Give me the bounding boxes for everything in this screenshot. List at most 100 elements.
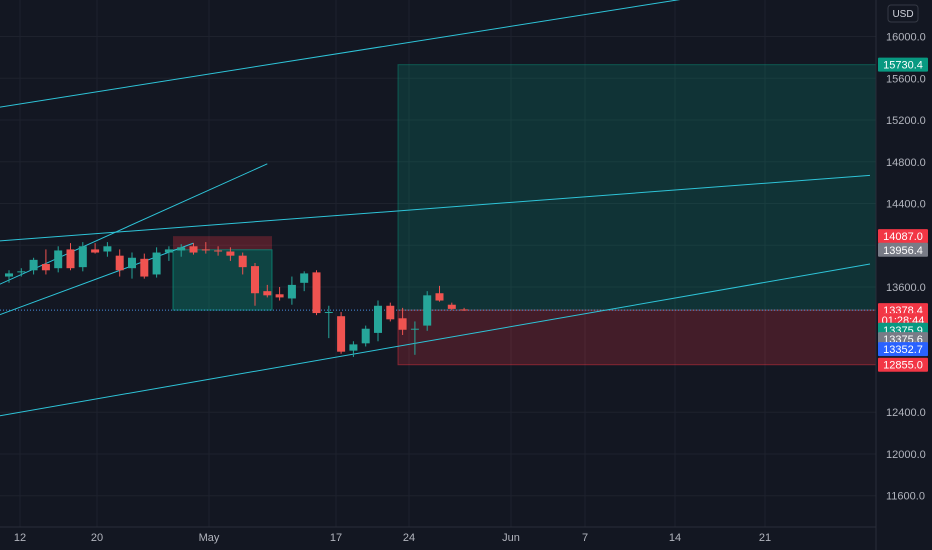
x-tick-label: 21	[759, 532, 771, 544]
candle	[361, 325, 370, 347]
price-tag-background	[878, 357, 928, 372]
candle	[251, 262, 259, 306]
candle-body	[423, 295, 432, 326]
candle-body	[103, 246, 112, 252]
candle-body	[312, 272, 321, 314]
candle	[29, 257, 38, 275]
candle	[337, 312, 346, 354]
candle	[324, 305, 333, 339]
currency-label[interactable]: USD	[887, 4, 919, 23]
y-tick-label: 12400.0	[886, 407, 926, 419]
y-tick-label: 14400.0	[886, 198, 926, 210]
price-tag: 13956.4	[878, 242, 928, 257]
candle	[54, 246, 63, 273]
candle-body	[41, 264, 50, 271]
candle	[349, 341, 358, 357]
currency-text: USD	[892, 9, 913, 20]
candle-body	[374, 305, 382, 333]
price-tag: 14087.0	[878, 229, 928, 244]
y-tick-label: 16000.0	[886, 32, 926, 44]
x-tick-label: Jun	[502, 532, 520, 544]
price-tag-label: 14087.0	[883, 231, 923, 243]
candle-body	[300, 273, 309, 283]
candle	[152, 247, 161, 278]
candle-body	[263, 291, 272, 296]
y-tick-label: 13600.0	[886, 282, 926, 294]
x-tick-label: 7	[582, 532, 588, 544]
price-tag-label: 15730.4	[883, 60, 923, 72]
candle	[398, 307, 407, 335]
candle-body	[177, 247, 186, 251]
candle	[164, 246, 173, 261]
candle-body	[78, 246, 87, 268]
candle	[238, 252, 247, 275]
x-tick-label: May	[199, 532, 220, 544]
grid	[0, 0, 876, 527]
candle-body	[152, 252, 161, 275]
y-tick-label: 12000.0	[886, 449, 926, 461]
candle-body	[66, 249, 75, 269]
candle	[214, 246, 223, 256]
candle	[115, 249, 124, 277]
candle-body	[128, 257, 136, 269]
long-position-loss-zone	[397, 309, 877, 366]
candle-body	[275, 294, 284, 298]
candle	[300, 271, 309, 292]
candle	[460, 307, 469, 311]
candle	[177, 244, 186, 257]
candle	[17, 268, 26, 277]
candle-body	[251, 266, 259, 294]
candle-body	[5, 273, 13, 277]
trendlines[interactable]	[0, 0, 871, 418]
candle	[263, 284, 272, 298]
long-position-profit-zone	[397, 64, 877, 311]
price-tag: 15730.4	[878, 57, 928, 72]
candle	[374, 300, 382, 342]
candle-body	[54, 250, 63, 269]
candle-body	[361, 328, 370, 344]
candle	[275, 286, 284, 301]
candle	[5, 270, 13, 283]
candle	[201, 242, 210, 254]
candle-body	[324, 312, 333, 314]
y-tick-label: 11600.0	[886, 491, 925, 503]
price-tag-background	[878, 242, 928, 257]
x-tick-label: 17	[330, 532, 342, 544]
price-tag-background	[878, 342, 928, 357]
candle-body	[201, 249, 210, 251]
x-tick-label: 24	[403, 532, 415, 544]
candle-body	[140, 258, 149, 277]
trendline	[0, 263, 871, 417]
candle	[447, 302, 456, 310]
candle	[189, 243, 198, 255]
position-zones[interactable]	[0, 64, 877, 366]
candle-body	[337, 316, 346, 352]
candle	[287, 276, 296, 305]
price-tag: 13352.7	[878, 342, 928, 357]
candle-body	[238, 255, 247, 268]
candle-body	[398, 318, 407, 330]
candle	[226, 247, 235, 261]
y-tick-label: 15600.0	[886, 73, 926, 85]
candle	[140, 253, 149, 279]
candle-body	[460, 309, 469, 311]
price-tag-label: 13352.7	[883, 344, 923, 356]
price-tag-background	[878, 57, 928, 72]
candle-body	[164, 249, 173, 253]
trendline	[0, 0, 681, 108]
price-tag: 12855.0	[878, 357, 928, 372]
x-tick-label: 12	[14, 532, 26, 544]
candle	[312, 270, 321, 316]
candle	[386, 302, 395, 322]
candle-body	[447, 304, 456, 309]
candle-body	[386, 305, 395, 320]
candles	[5, 242, 469, 357]
candle-body	[29, 259, 38, 271]
candle-body	[226, 251, 235, 256]
candle	[423, 291, 432, 331]
candle	[103, 242, 112, 257]
price-tag-label: 13956.4	[883, 245, 923, 257]
y-tick-label: 15200.0	[886, 115, 926, 127]
